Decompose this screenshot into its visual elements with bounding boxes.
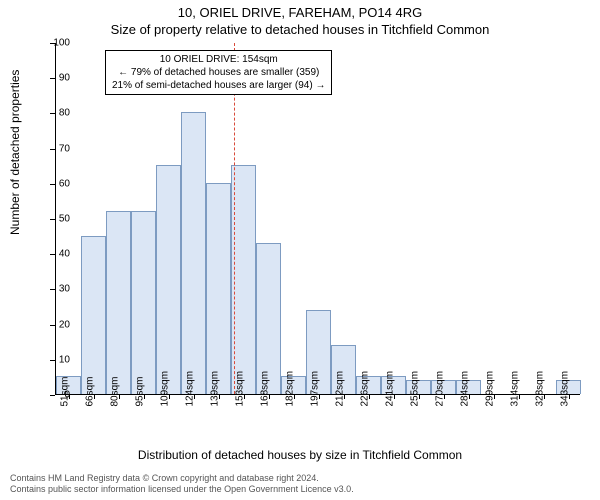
- annotation-line-1: 10 ORIEL DRIVE: 154sqm: [112, 53, 325, 66]
- annotation-line-3: 21% of semi-detached houses are larger (…: [112, 79, 325, 92]
- histogram-bar: [181, 112, 206, 394]
- y-tick-mark: [50, 219, 55, 220]
- y-tick-mark: [50, 78, 55, 79]
- annotation-box: 10 ORIEL DRIVE: 154sqm← 79% of detached …: [105, 50, 332, 95]
- y-tick-mark: [50, 184, 55, 185]
- y-tick-mark: [50, 149, 55, 150]
- histogram-bar: [231, 165, 256, 394]
- y-tick-mark: [50, 395, 55, 396]
- histogram-bar: [156, 165, 181, 394]
- footer-line-2: Contains public sector information licen…: [10, 484, 354, 496]
- chart-subtitle: Size of property relative to detached ho…: [0, 22, 600, 37]
- y-tick-mark: [50, 325, 55, 326]
- histogram-bar: [81, 236, 106, 394]
- y-tick-mark: [50, 254, 55, 255]
- footer-attribution: Contains HM Land Registry data © Crown c…: [10, 473, 354, 496]
- plot-area: [55, 43, 580, 395]
- footer-line-1: Contains HM Land Registry data © Crown c…: [10, 473, 354, 485]
- reference-line: [234, 43, 235, 394]
- y-tick-mark: [50, 113, 55, 114]
- y-tick-mark: [50, 289, 55, 290]
- histogram-bar: [206, 183, 231, 394]
- chart-title: 10, ORIEL DRIVE, FAREHAM, PO14 4RG: [0, 5, 600, 20]
- histogram-bar: [106, 211, 131, 394]
- y-tick-mark: [50, 43, 55, 44]
- x-axis-label: Distribution of detached houses by size …: [0, 448, 600, 462]
- histogram-bar: [131, 211, 156, 394]
- y-axis-label: Number of detached properties: [8, 70, 22, 235]
- annotation-line-2: ← 79% of detached houses are smaller (35…: [112, 66, 325, 79]
- y-tick-mark: [50, 360, 55, 361]
